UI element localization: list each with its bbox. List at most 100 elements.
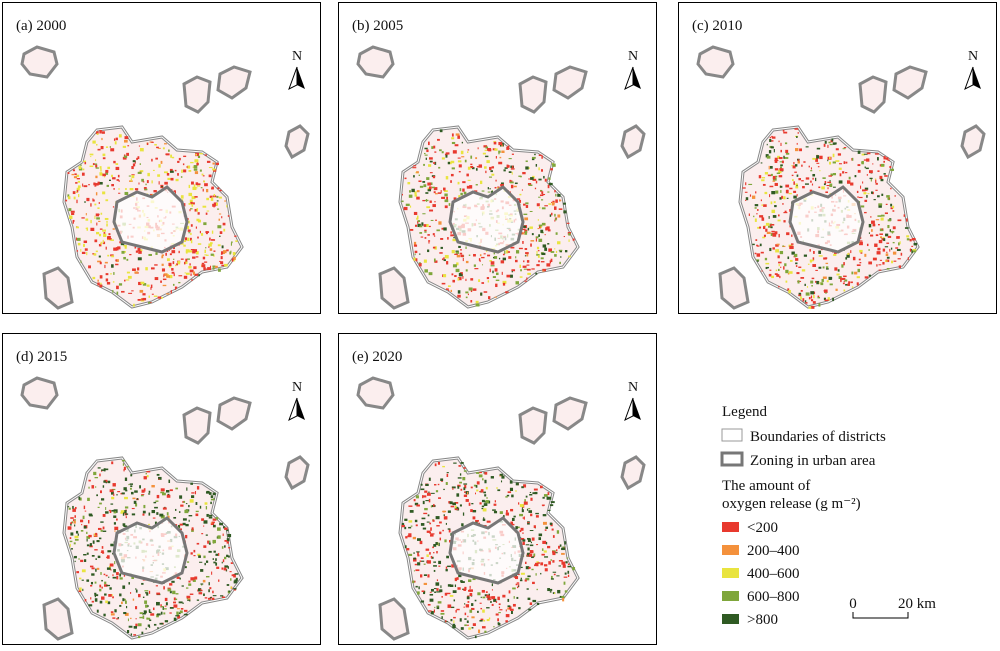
speckle [882,236,885,239]
speckle [843,262,845,266]
speckle [111,264,114,268]
speckle [524,248,528,250]
speckle [470,509,473,513]
speckle [101,579,103,582]
speckle [885,157,889,160]
speckle [112,206,115,208]
speckle [113,272,115,275]
speckle [454,253,458,255]
speckle [145,183,147,186]
speckle [511,494,514,498]
speckle [802,186,805,189]
speckle [859,240,863,242]
speckle [196,163,199,166]
speckle [519,530,522,533]
speckle [94,598,98,602]
speckle [134,188,139,191]
speckle [432,233,435,236]
speckle [193,184,196,188]
speckle [211,522,213,524]
speckle [522,541,525,545]
speckle [788,289,791,294]
speckle [96,494,98,497]
speckle [490,265,495,267]
speckle [459,252,463,255]
speckle [761,177,766,179]
speckle [167,588,172,592]
speckle [493,510,498,514]
speckle [67,506,70,508]
speckle [824,140,827,144]
speckle [499,609,503,611]
speckle [509,480,513,484]
speckle [174,191,177,194]
speckle [94,549,98,551]
speckle [122,512,125,516]
speckle [433,145,436,149]
speckle [519,276,523,278]
speckle [541,222,546,226]
speckle [123,466,126,471]
speckle [448,203,451,206]
speckle [70,523,72,526]
speckle [843,289,846,292]
speckle [146,475,149,478]
speckle [890,207,894,210]
speckle [540,229,544,233]
speckle [439,129,443,133]
speckle [534,562,539,566]
speckle [153,295,158,297]
speckle [865,167,869,170]
speckle [832,142,836,145]
speckle [230,578,232,581]
speckle [180,258,184,260]
speckle [508,171,512,173]
speckle [457,181,460,185]
speckle [555,217,557,221]
speckle [887,198,890,200]
speckle [87,520,90,524]
speckle [83,160,86,163]
speckle [123,154,126,157]
speckle [864,211,867,214]
speckle [196,208,199,212]
speckle [210,495,214,498]
speckle [79,587,82,591]
speckle [197,236,199,239]
speckle [461,141,464,144]
speckle [885,233,889,237]
speckle [201,264,206,268]
speckle [825,292,827,294]
speckle [155,252,158,255]
speckle [208,492,212,495]
speckle [184,509,189,514]
speckle [151,180,153,184]
speckle [417,562,421,566]
speckle [465,296,468,299]
speckle [113,493,115,496]
speckle [783,212,788,214]
speckle [118,188,120,190]
speckle [529,210,533,212]
speckle [490,261,495,265]
speckle [171,271,175,274]
speckle [447,584,452,587]
speckle [157,174,161,177]
speckle [870,216,872,218]
speckle [128,582,131,585]
speckle [405,536,408,539]
speckle [488,617,491,620]
speckle [767,174,772,177]
speckle [554,248,556,250]
speckle [180,195,184,199]
speckle [566,222,570,224]
speckle [566,557,569,559]
speckle [83,505,86,510]
speckle [80,248,82,252]
speckle [894,195,896,197]
speckle [437,601,442,604]
speckle [556,575,560,577]
speckle [106,223,108,227]
speckle [869,177,873,180]
